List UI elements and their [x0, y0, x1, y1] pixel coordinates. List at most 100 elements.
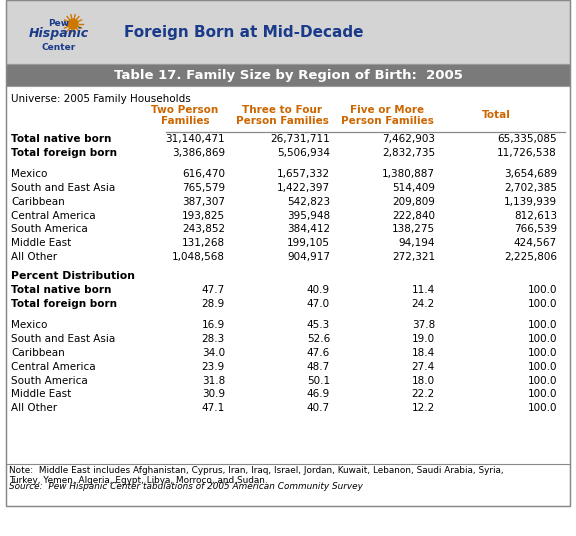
Text: Mexico: Mexico: [11, 321, 47, 330]
Text: 1,139,939: 1,139,939: [504, 197, 557, 207]
Text: 11.4: 11.4: [412, 285, 435, 295]
Text: 45.3: 45.3: [307, 321, 330, 330]
Circle shape: [68, 19, 78, 29]
Text: 209,809: 209,809: [392, 197, 435, 207]
Text: Five or More
Person Families: Five or More Person Families: [340, 105, 433, 126]
Text: 31.8: 31.8: [202, 376, 225, 385]
Text: 131,268: 131,268: [182, 238, 225, 248]
Text: Middle East: Middle East: [11, 389, 71, 399]
Text: 18.4: 18.4: [412, 348, 435, 358]
Text: Center: Center: [42, 43, 76, 52]
Text: 100.0: 100.0: [528, 299, 557, 309]
Text: 23.9: 23.9: [202, 362, 225, 371]
Text: 22.2: 22.2: [412, 389, 435, 399]
Text: Three to Four
Person Families: Three to Four Person Families: [236, 105, 328, 126]
Text: Pew: Pew: [48, 19, 70, 28]
Text: 26,731,711: 26,731,711: [270, 134, 330, 144]
Text: 48.7: 48.7: [307, 362, 330, 371]
Text: 1,380,887: 1,380,887: [382, 169, 435, 179]
Text: 18.0: 18.0: [412, 376, 435, 385]
Text: All Other: All Other: [11, 252, 57, 262]
Text: Universe: 2005 Family Households: Universe: 2005 Family Households: [11, 94, 191, 104]
Text: 100.0: 100.0: [528, 362, 557, 371]
Text: 1,048,568: 1,048,568: [172, 252, 225, 262]
Text: 31,140,471: 31,140,471: [165, 134, 225, 144]
Text: 47.7: 47.7: [202, 285, 225, 295]
Text: 616,470: 616,470: [182, 169, 225, 179]
Text: 138,275: 138,275: [392, 225, 435, 234]
Text: 384,412: 384,412: [287, 225, 330, 234]
Text: Note:  Middle East includes Afghanistan, Cyprus, Iran, Iraq, Israel, Jordan, Kuw: Note: Middle East includes Afghanistan, …: [9, 466, 503, 486]
Text: 34.0: 34.0: [202, 348, 225, 358]
Text: 100.0: 100.0: [528, 334, 557, 344]
Text: Central America: Central America: [11, 211, 96, 221]
Text: 37.8: 37.8: [412, 321, 435, 330]
Text: 387,307: 387,307: [182, 197, 225, 207]
Text: Foreign Born at Mid-Decade: Foreign Born at Mid-Decade: [124, 25, 364, 40]
Text: 766,539: 766,539: [514, 225, 557, 234]
Text: 904,917: 904,917: [287, 252, 330, 262]
Text: 100.0: 100.0: [528, 389, 557, 399]
Text: 243,852: 243,852: [182, 225, 225, 234]
Text: Central America: Central America: [11, 362, 96, 371]
Text: Mexico: Mexico: [11, 169, 47, 179]
Text: 5,506,934: 5,506,934: [277, 148, 330, 158]
Text: 542,823: 542,823: [287, 197, 330, 207]
Text: Two Person
Families: Two Person Families: [151, 105, 219, 126]
Bar: [6, 64, 570, 86]
Text: Total native born: Total native born: [11, 134, 111, 144]
Text: 40.7: 40.7: [307, 403, 330, 413]
Text: 47.6: 47.6: [307, 348, 330, 358]
Text: South America: South America: [11, 376, 88, 385]
Text: Caribbean: Caribbean: [11, 197, 65, 207]
Text: 1,657,332: 1,657,332: [277, 169, 330, 179]
Text: 19.0: 19.0: [412, 334, 435, 344]
Text: 65,335,085: 65,335,085: [497, 134, 557, 144]
Text: 222,840: 222,840: [392, 211, 435, 221]
Text: Source:  Pew Hispanic Center tabulations of 2005 American Community Survey: Source: Pew Hispanic Center tabulations …: [9, 482, 363, 491]
Text: 3,386,869: 3,386,869: [172, 148, 225, 158]
Text: 7,462,903: 7,462,903: [382, 134, 435, 144]
Text: Total foreign born: Total foreign born: [11, 299, 117, 309]
Text: All Other: All Other: [11, 403, 57, 413]
Text: 100.0: 100.0: [528, 348, 557, 358]
Text: Hispanic: Hispanic: [29, 26, 89, 40]
Text: Caribbean: Caribbean: [11, 348, 65, 358]
Text: South America: South America: [11, 225, 88, 234]
Text: 28.9: 28.9: [202, 299, 225, 309]
Text: 24.2: 24.2: [412, 299, 435, 309]
Text: 100.0: 100.0: [528, 285, 557, 295]
Text: 193,825: 193,825: [182, 211, 225, 221]
Text: 94,194: 94,194: [399, 238, 435, 248]
Bar: [6, 0, 570, 64]
Text: 1,422,397: 1,422,397: [277, 183, 330, 193]
Text: Total native born: Total native born: [11, 285, 111, 295]
Text: Total: Total: [482, 110, 510, 121]
Text: 2,702,385: 2,702,385: [504, 183, 557, 193]
Text: 272,321: 272,321: [392, 252, 435, 262]
Text: 46.9: 46.9: [307, 389, 330, 399]
Text: 199,105: 199,105: [287, 238, 330, 248]
Text: 30.9: 30.9: [202, 389, 225, 399]
Text: 50.1: 50.1: [307, 376, 330, 385]
Text: 40.9: 40.9: [307, 285, 330, 295]
Text: 765,579: 765,579: [182, 183, 225, 193]
Text: 2,832,735: 2,832,735: [382, 148, 435, 158]
Text: 16.9: 16.9: [202, 321, 225, 330]
Text: 52.6: 52.6: [307, 334, 330, 344]
Text: 514,409: 514,409: [392, 183, 435, 193]
Bar: [6, 86, 570, 506]
Text: 27.4: 27.4: [412, 362, 435, 371]
Text: 100.0: 100.0: [528, 376, 557, 385]
Text: Percent Distribution: Percent Distribution: [11, 271, 135, 281]
Text: Table 17. Family Size by Region of Birth:  2005: Table 17. Family Size by Region of Birth…: [113, 69, 463, 81]
Text: 424,567: 424,567: [514, 238, 557, 248]
Text: 2,225,806: 2,225,806: [504, 252, 557, 262]
Text: South and East Asia: South and East Asia: [11, 334, 115, 344]
Text: 100.0: 100.0: [528, 403, 557, 413]
Text: 3,654,689: 3,654,689: [504, 169, 557, 179]
Text: 47.0: 47.0: [307, 299, 330, 309]
Text: 47.1: 47.1: [202, 403, 225, 413]
Text: 395,948: 395,948: [287, 211, 330, 221]
Text: 28.3: 28.3: [202, 334, 225, 344]
